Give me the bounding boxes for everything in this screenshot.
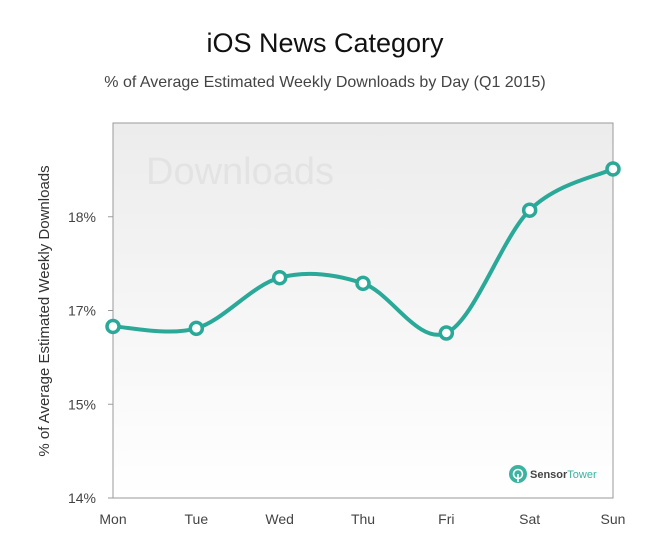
svg-text:SensorTower: SensorTower (530, 469, 597, 481)
brand-name-part1: Sensor (530, 469, 568, 481)
chart-subtitle: % of Average Estimated Weekly Downloads … (104, 74, 546, 91)
x-tick-label: Sun (601, 511, 626, 527)
data-point-mon (105, 318, 121, 335)
y-tick-label: 14% (68, 490, 96, 506)
y-tick-label: 17% (68, 303, 96, 319)
data-point-thu (355, 275, 371, 292)
data-point-wed (271, 269, 288, 286)
y-axis-ticks: 14% 15% 17% 18% (68, 209, 113, 506)
x-tick-label: Thu (351, 511, 375, 527)
data-points (105, 161, 621, 341)
x-tick-label: Mon (99, 511, 126, 527)
data-point-sun (605, 161, 621, 177)
data-point-sat (521, 202, 538, 218)
chart-title: iOS News Category (206, 28, 444, 58)
y-tick-label: 15% (68, 396, 96, 412)
downloads-watermark: Downloads (146, 151, 334, 193)
data-point-fri (438, 325, 455, 341)
data-point-tue (188, 320, 205, 337)
brand-name-part2: Tower (567, 469, 597, 481)
x-tick-label: Tue (185, 511, 209, 527)
x-tick-label: Fri (438, 511, 454, 527)
x-axis-ticks: Mon Tue Wed Thu Fri Sat Sun (99, 511, 625, 527)
x-tick-label: Sat (519, 511, 540, 527)
sensortower-brand: SensorTower (509, 465, 597, 483)
x-tick-label: Wed (265, 511, 294, 527)
y-tick-label: 18% (68, 209, 96, 225)
y-axis-label: % of Average Estimated Weekly Downloads (36, 165, 53, 456)
plot-area (112, 122, 614, 499)
